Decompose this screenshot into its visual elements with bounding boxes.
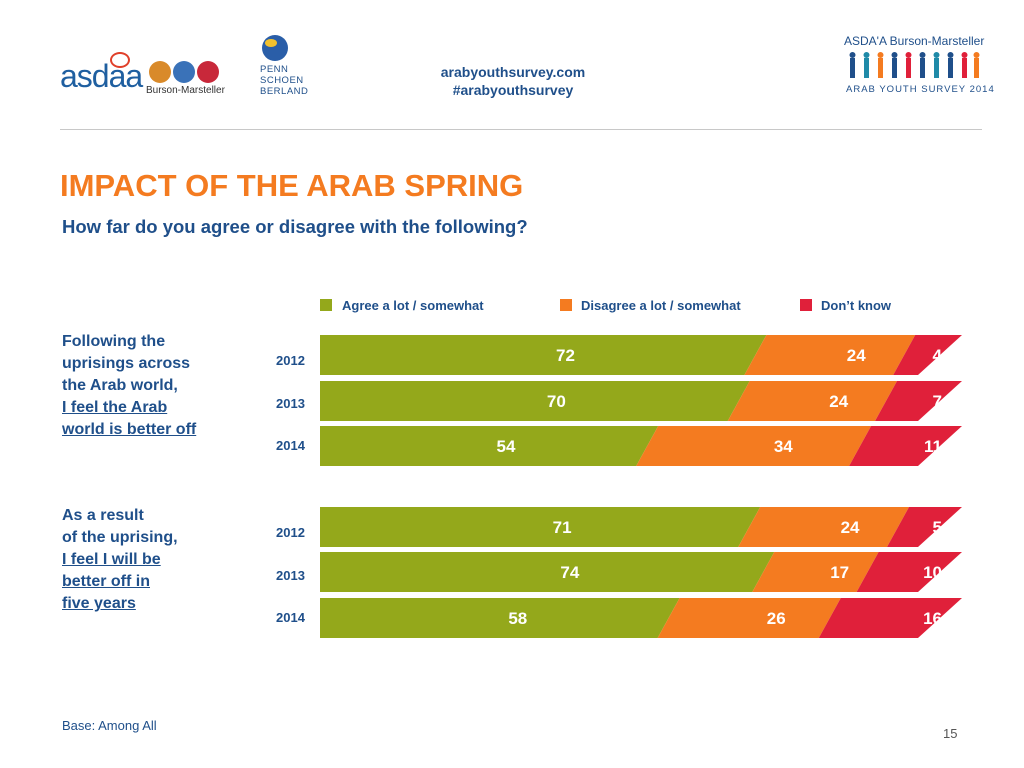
bar-g2-2012-dontknow <box>887 507 962 547</box>
legend-label-agree: Agree a lot / somewhat <box>342 298 484 313</box>
data-label-g2-2013-dontknow: 10 <box>923 563 942 582</box>
bar-g1-2013-agree <box>320 381 750 421</box>
statement-1-emphasis-2: world is better off <box>62 421 197 438</box>
bar-g2-2014-dontknow <box>818 598 962 638</box>
bar-g1-2013-disagree <box>727 381 898 421</box>
bar-g1-2012-dontknow <box>893 335 962 375</box>
year-label-g1-2012: 2012 <box>276 353 305 368</box>
survey-title: ARAB YOUTH SURVEY 2014 <box>846 84 995 95</box>
psb-line-3: BERLAND <box>260 86 309 97</box>
survey-brand: ASDA'A Burson-Marsteller <box>844 34 985 48</box>
year-label-g2-2012: 2012 <box>276 525 305 540</box>
statement-2-line-1: As a result <box>62 507 144 524</box>
bar-g2-2013-dontknow <box>856 552 962 592</box>
statement-1-line-1: Following the <box>62 333 166 350</box>
header-divider <box>60 129 982 130</box>
legend-label-disagree: Disagree a lot / somewhat <box>581 298 741 313</box>
penn-schoen-berland-logo: PENN SCHOEN BERLAND <box>260 64 308 97</box>
data-label-g2-2012-agree: 71 <box>553 518 572 537</box>
statement-1-line-2: uprisings across <box>62 355 191 372</box>
bar-g2-2013-agree <box>320 552 775 592</box>
year-label-g1-2014: 2014 <box>276 438 305 453</box>
statement-2-line-2: of the uprising, <box>62 529 178 546</box>
data-label-g1-2014-agree: 54 <box>497 437 516 456</box>
page-subtitle: How far do you agree or disagree with th… <box>62 216 528 237</box>
data-label-g2-2014-agree: 58 <box>508 609 527 628</box>
asdaa-logo: asdaa <box>60 52 143 95</box>
data-label-g2-2012-disagree: 24 <box>841 518 860 537</box>
penn-schoen-berland-globe-icon <box>262 35 288 61</box>
data-label-g1-2012-agree: 72 <box>556 346 575 365</box>
burson-marsteller-label: Burson-Marsteller <box>146 85 225 96</box>
survey-hashtag: #arabyouthsurvey <box>452 82 574 98</box>
page-title: IMPACT OF THE ARAB SPRING <box>60 168 524 203</box>
bar-g1-2013-dontknow <box>875 381 962 421</box>
bar-g2-2012-disagree <box>738 507 909 547</box>
legend-swatch-disagree <box>560 299 572 311</box>
bar-g1-2014-agree <box>320 426 659 466</box>
youth-figures-icon <box>849 52 980 78</box>
data-label-g1-2012-disagree: 24 <box>847 346 866 365</box>
statement-2: As a result of the uprising, I feel I wi… <box>62 505 232 615</box>
bar-g2-2013-disagree <box>752 552 879 592</box>
year-label-g2-2014: 2014 <box>276 610 305 625</box>
bar-g2-2012-agree <box>320 507 761 547</box>
data-label-g2-2014-disagree: 26 <box>767 609 786 628</box>
page-number: 15 <box>943 726 958 741</box>
bar-g1-2014-disagree <box>636 426 872 466</box>
year-label-g2-2013: 2013 <box>276 568 305 583</box>
data-label-g2-2012-dontknow: 5 <box>933 518 942 537</box>
bar-g1-2014-dontknow <box>849 426 962 466</box>
data-label-g1-2013-disagree: 24 <box>829 392 848 411</box>
data-label-g2-2013-disagree: 17 <box>830 563 849 582</box>
survey-website[interactable]: arabyouthsurvey.com <box>440 64 586 80</box>
bar-g1-2012-agree <box>320 335 767 375</box>
burson-marsteller-logo-icon <box>149 61 219 83</box>
data-label-g2-2013-agree: 74 <box>560 563 579 582</box>
psb-line-2: SCHOEN <box>260 75 304 86</box>
data-label-g1-2012-dontknow: 4 <box>933 346 943 365</box>
year-label-g1-2013: 2013 <box>276 396 305 411</box>
bar-g2-2014-disagree <box>657 598 841 638</box>
data-label-g2-2014-dontknow: 16 <box>923 609 942 628</box>
data-label-g1-2014-disagree: 34 <box>774 437 793 456</box>
legend-swatch-dontknow <box>800 299 812 311</box>
psb-line-1: PENN <box>260 64 289 75</box>
bar-g1-2012-disagree <box>744 335 916 375</box>
bar-g2-2014-agree <box>320 598 680 638</box>
statement-1: Following the uprisings across the Arab … <box>62 331 232 441</box>
asdaa-logo-text: asdaa <box>60 58 143 94</box>
speech-bubble-icon <box>110 52 130 68</box>
data-label-g1-2013-dontknow: 7 <box>933 392 942 411</box>
legend-swatch-agree <box>320 299 332 311</box>
data-label-g1-2014-dontknow: 11 <box>924 437 942 456</box>
statement-2-emphasis-2: better off in <box>62 573 150 590</box>
base-note: Base: Among All <box>62 718 157 733</box>
statement-1-line-3: the Arab world, <box>62 377 178 394</box>
statement-2-emphasis-3: five years <box>62 595 136 612</box>
statement-1-emphasis-1: I feel the Arab <box>62 399 168 416</box>
statement-2-emphasis-1: I feel I will be <box>62 551 161 568</box>
legend-label-dontknow: Don’t know <box>821 298 892 313</box>
data-label-g1-2013-agree: 70 <box>547 392 566 411</box>
